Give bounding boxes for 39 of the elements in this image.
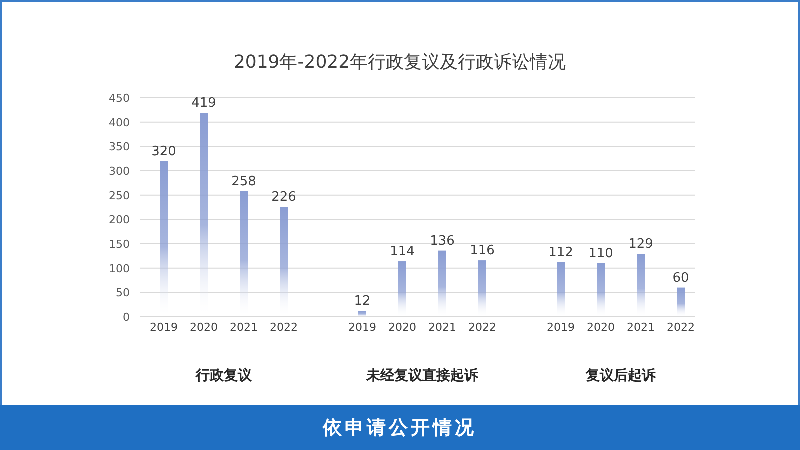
x-tick-label: 2022 bbox=[667, 321, 695, 334]
y-tick-label: 0 bbox=[123, 311, 130, 324]
y-tick-label: 350 bbox=[109, 140, 130, 154]
data-label: 114 bbox=[390, 244, 415, 260]
data-label: 110 bbox=[588, 246, 614, 262]
text: 未经复议直接起诉 bbox=[366, 367, 480, 384]
x-tick-label: 2019 bbox=[547, 321, 575, 334]
x-tick-label: 2019 bbox=[348, 321, 376, 334]
x-tick-label: 2020 bbox=[190, 321, 218, 334]
x-tick-label: 2022 bbox=[468, 321, 496, 334]
x-tick-label: 2021 bbox=[230, 321, 258, 334]
data-label: 226 bbox=[272, 190, 296, 206]
data-label: 116 bbox=[470, 244, 495, 259]
data-label: 112 bbox=[548, 245, 574, 260]
data-label: 129 bbox=[628, 237, 654, 252]
x-tick-label: 2021 bbox=[428, 321, 456, 334]
y-tick-label: 100 bbox=[109, 262, 130, 276]
y-tick-label: 200 bbox=[109, 214, 130, 227]
x-tick-label: 2021 bbox=[627, 321, 655, 334]
y-tick-label: 50 bbox=[116, 286, 130, 300]
data-label: 136 bbox=[430, 234, 455, 249]
chart-title: 2019年-2022年行政复议及行政诉讼情况 bbox=[234, 52, 566, 73]
data-label: 12 bbox=[354, 294, 371, 310]
data-label: 419 bbox=[192, 96, 216, 112]
data-label: 60 bbox=[672, 270, 690, 286]
text: 复议后起诉 bbox=[585, 367, 657, 384]
text: 依申请公开情况 bbox=[322, 417, 477, 439]
y-tick-label: 250 bbox=[109, 189, 130, 202]
data-label: 258 bbox=[232, 174, 256, 190]
y-tick-label: 300 bbox=[109, 165, 130, 178]
y-tick-label: 450 bbox=[109, 92, 130, 105]
x-tick-label: 2022 bbox=[270, 321, 298, 334]
y-tick-label: 400 bbox=[109, 116, 130, 130]
x-tick-label: 2020 bbox=[388, 321, 416, 334]
x-tick-label: 2019 bbox=[150, 321, 178, 334]
x-tick-label: 2020 bbox=[587, 321, 615, 334]
text: 行政复议 bbox=[195, 367, 253, 384]
y-tick-label: 150 bbox=[109, 238, 130, 251]
data-label: 320 bbox=[152, 144, 176, 160]
